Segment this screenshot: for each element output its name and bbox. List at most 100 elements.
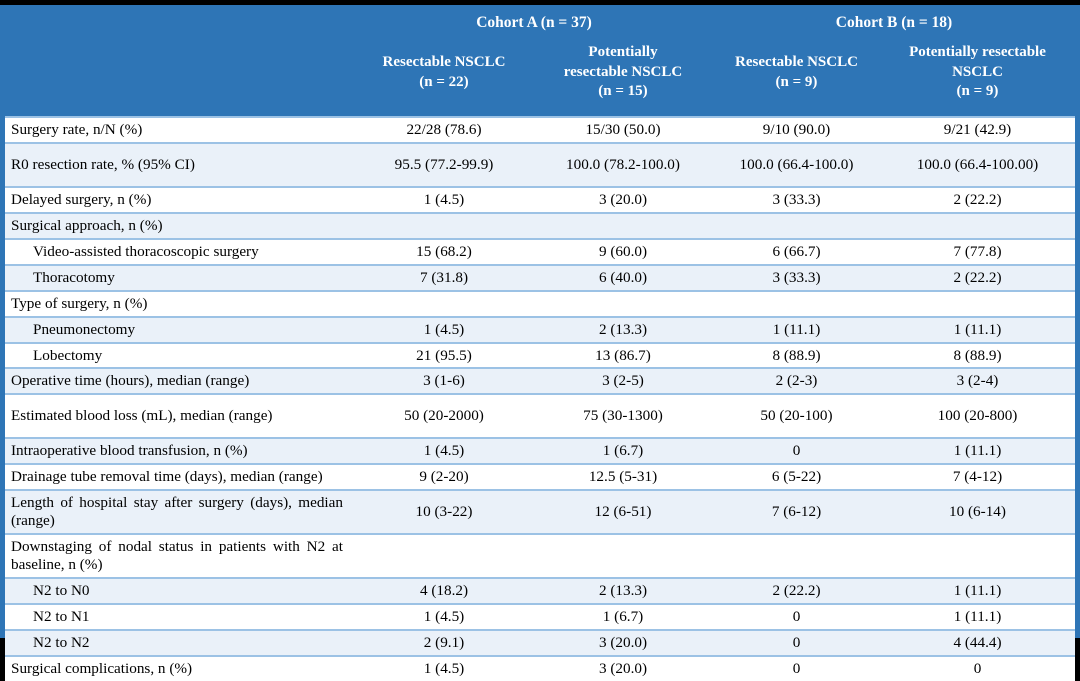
cell-value: 1 (11.1) [880,437,1075,465]
cell-value: 3 (2-5) [533,367,713,395]
col-header-potentially-resectable-b: Potentially resectable NSCLC (n = 9) [880,35,1075,117]
cell-value [355,211,533,239]
cell-value: 9 (60.0) [533,237,713,265]
table-row: Surgical complications, n (%) 1 (4.5) 3 … [5,654,1075,681]
cell-value: 1 (4.5) [355,315,533,343]
row-label: Delayed surgery, n (%) [5,185,355,213]
col-header-resectable-a: Resectable NSCLC (n = 22) [355,35,533,117]
cell-value: 2 (13.3) [533,576,713,604]
col-header-potentially-resectable-a: Potentially resectable NSCLC (n = 15) [533,35,713,117]
cell-value: 12.5 (5-31) [533,463,713,491]
cell-value: 50 (20-100) [713,393,880,439]
table-body: Surgery rate, n/N (%) 22/28 (78.6) 15/30… [5,116,1075,681]
cell-value: 21 (95.5) [355,341,533,369]
table-row: Video-assisted thoracoscopic surgery 15 … [5,237,1075,265]
cell-value [713,289,880,317]
cell-value: 4 (44.4) [880,628,1075,656]
cell-value: 0 [713,602,880,630]
cell-value: 0 [713,437,880,465]
cell-value [533,289,713,317]
cell-value: 7 (31.8) [355,263,533,291]
cell-value: 9 (2-20) [355,463,533,491]
cell-value: 1 (6.7) [533,437,713,465]
cell-value: 7 (77.8) [880,237,1075,265]
cell-value [880,211,1075,239]
row-label: N2 to N2 [5,628,355,656]
table-row: Downstaging of nodal status in patients … [5,533,1075,578]
table-row: Operative time (hours), median (range) 3… [5,367,1075,395]
row-label: Length of hospital stay after surgery (d… [5,489,355,535]
cell-value: 2 (13.3) [533,315,713,343]
table-row: Type of surgery, n (%) [5,289,1075,317]
table-row: Pneumonectomy 1 (4.5) 2 (13.3) 1 (11.1) … [5,315,1075,343]
cell-value [355,289,533,317]
table-row: Length of hospital stay after surgery (d… [5,489,1075,535]
cell-value [880,289,1075,317]
row-label: Operative time (hours), median (range) [5,367,355,395]
cell-value: 1 (11.1) [880,602,1075,630]
table-row: N2 to N2 2 (9.1) 3 (20.0) 0 4 (44.4) [5,628,1075,656]
table-row: Surgical approach, n (%) [5,211,1075,239]
row-label: Intraoperative blood transfusion, n (%) [5,437,355,465]
cell-value: 2 (22.2) [713,576,880,604]
cell-value: 0 [880,654,1075,681]
cell-value: 3 (33.3) [713,263,880,291]
col-header-resectable-b: Resectable NSCLC (n = 9) [713,35,880,117]
cell-value: 9/10 (90.0) [713,116,880,143]
cell-value: 3 (2-4) [880,367,1075,395]
cell-value: 22/28 (78.6) [355,116,533,143]
cell-value: 0 [713,628,880,656]
cell-value: 100 (20-800) [880,393,1075,439]
cell-value: 75 (30-1300) [533,393,713,439]
cell-value: 1 (6.7) [533,602,713,630]
cell-value: 3 (20.0) [533,628,713,656]
table-row: Lobectomy 21 (95.5) 13 (86.7) 8 (88.9) 8… [5,341,1075,369]
cell-value: 100.0 (66.4-100.0) [713,141,880,187]
row-label: Surgical complications, n (%) [5,654,355,681]
cell-value [533,211,713,239]
cell-value: 1 (4.5) [355,437,533,465]
cell-value: 12 (6-51) [533,489,713,535]
cell-value: 1 (11.1) [880,315,1075,343]
cell-value: 1 (4.5) [355,602,533,630]
cell-value: 50 (20-2000) [355,393,533,439]
table-header: Cohort A (n = 37) Cohort B (n = 18) Rese… [5,5,1075,117]
row-label: Surgical approach, n (%) [5,211,355,239]
cell-value: 3 (20.0) [533,654,713,681]
cell-value: 9/21 (42.9) [880,116,1075,143]
cell-value: 1 (11.1) [880,576,1075,604]
cell-value: 100.0 (78.2-100.0) [533,141,713,187]
cell-value [713,211,880,239]
cell-value: 13 (86.7) [533,341,713,369]
table-row: N2 to N1 1 (4.5) 1 (6.7) 0 1 (11.1) [5,602,1075,630]
cell-value: 1 (4.5) [355,185,533,213]
table-row: Delayed surgery, n (%) 1 (4.5) 3 (20.0) … [5,185,1075,213]
table-row: Surgery rate, n/N (%) 22/28 (78.6) 15/30… [5,116,1075,143]
cell-value: 7 (6-12) [713,489,880,535]
row-label: Pneumonectomy [5,315,355,343]
row-label: N2 to N0 [5,576,355,604]
cell-value: 2 (22.2) [880,263,1075,291]
table-row: Thoracotomy 7 (31.8) 6 (40.0) 3 (33.3) 2… [5,263,1075,291]
cell-value: 3 (20.0) [533,185,713,213]
table-row: R0 resection rate, % (95% CI) 95.5 (77.2… [5,141,1075,187]
cell-value [880,533,1075,578]
cell-value: 2 (9.1) [355,628,533,656]
cohort-group-row: Cohort A (n = 37) Cohort B (n = 18) [5,5,1075,117]
surgical-outcomes-table-frame: Cohort A (n = 37) Cohort B (n = 18) Rese… [0,5,1080,681]
corner-cell [5,5,355,117]
cell-value: 95.5 (77.2-99.9) [355,141,533,187]
cell-value: 1 (11.1) [713,315,880,343]
table-row: Estimated blood loss (mL), median (range… [5,393,1075,439]
cell-value: 100.0 (66.4-100.00) [880,141,1075,187]
row-label: Surgery rate, n/N (%) [5,116,355,143]
cell-value: 7 (4-12) [880,463,1075,491]
row-label: Lobectomy [5,341,355,369]
cell-value: 2 (22.2) [880,185,1075,213]
cell-value: 6 (5-22) [713,463,880,491]
cell-value [713,533,880,578]
cell-value: 0 [713,654,880,681]
cell-value [355,533,533,578]
cohort-a-header: Cohort A (n = 37) [355,5,713,35]
cell-value: 6 (66.7) [713,237,880,265]
